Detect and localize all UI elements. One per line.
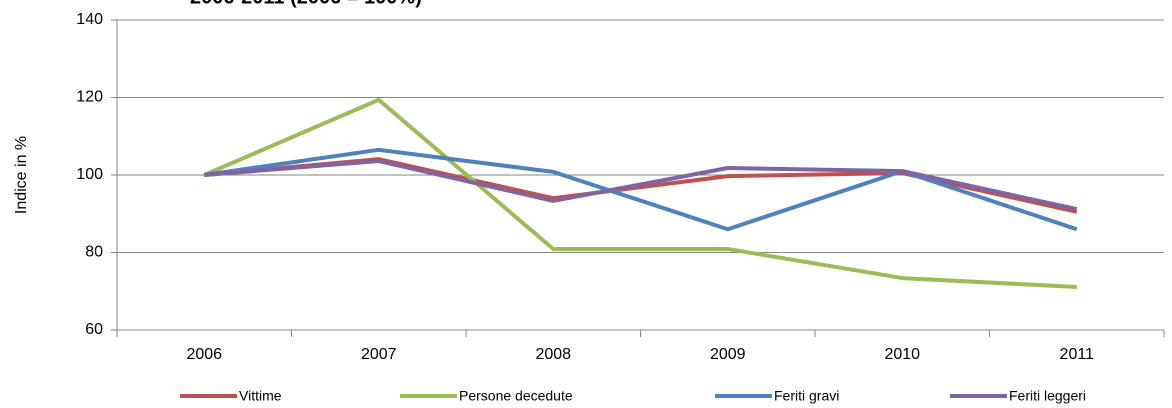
x-tick-label: 2010	[884, 346, 920, 363]
y-tick-label: 140	[76, 11, 103, 28]
y-tick-label: 100	[76, 166, 103, 183]
legend-label: Persone decedute	[459, 388, 573, 404]
legend-label: Feriti gravi	[774, 388, 839, 404]
series-line	[203, 147, 1078, 232]
y-tick-label: 60	[85, 321, 103, 338]
series-line	[204, 159, 1078, 212]
series-line	[203, 97, 1077, 289]
x-tick-label: 2006	[186, 346, 222, 363]
legend-label: Vittime	[239, 388, 282, 404]
legend-label: Feriti leggeri	[1009, 388, 1086, 404]
x-tick-label: 2008	[535, 346, 571, 363]
y-tick-label: 120	[76, 89, 103, 106]
y-axis-label: Indice in %	[13, 136, 30, 214]
x-tick-label: 2007	[361, 346, 397, 363]
y-tick-label: 80	[85, 244, 103, 261]
x-tick-label: 2009	[710, 346, 746, 363]
x-tick-label: 2011	[1060, 346, 1095, 363]
chart-title: 2006-2011 (2006 = 100%)	[190, 0, 422, 8]
